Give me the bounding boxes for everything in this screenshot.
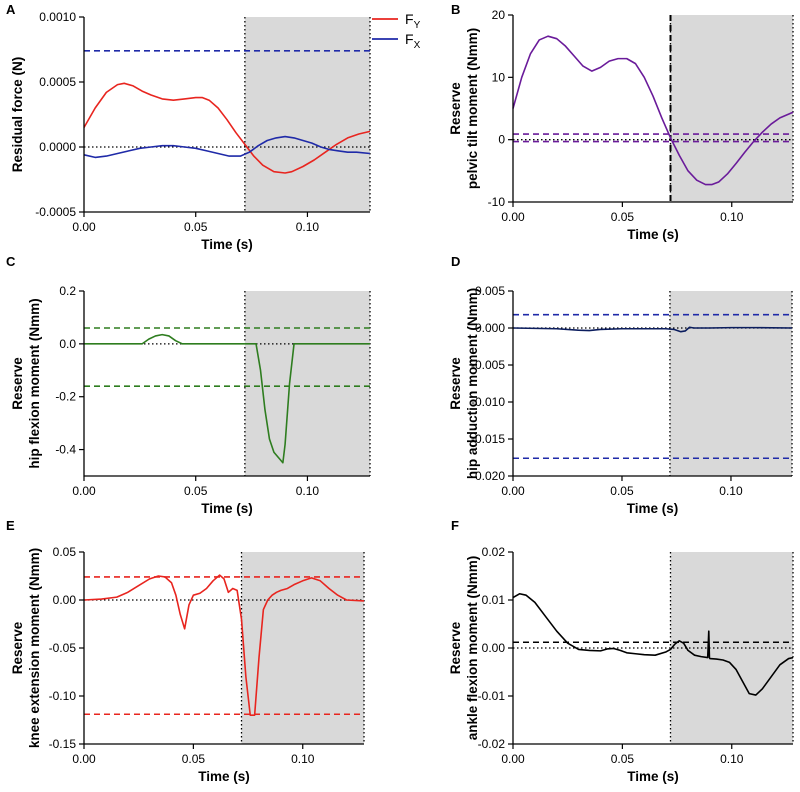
x-tick-label: 0.00 [72, 220, 96, 234]
panel-letter: A [6, 2, 16, 17]
x-axis-label: Time (s) [201, 237, 253, 252]
shaded-region [244, 17, 370, 212]
x-tick-label: 0.00 [501, 484, 525, 498]
x-tick-label: 0.05 [184, 220, 208, 234]
y-tick-label: 0.05 [53, 545, 77, 559]
panel-a: 0.00 0.05 0.10 -0.0005 0.0000 0.0005 0.0010 Tim… [6, 2, 421, 252]
x-tick-label: 0.05 [611, 210, 635, 224]
series-line-knee-extension [83, 574, 365, 717]
x-tick-label: 0.10 [720, 752, 744, 766]
shaded-region [244, 291, 370, 476]
y-tick-label: -0.2 [55, 390, 76, 404]
legend-label-subscript: Y [414, 20, 421, 31]
x-tick-label: 0.00 [72, 484, 96, 498]
panel-f: 0.00 0.05 0.10 -0.02 -0.01 0.00 0.01 0.02 Time (… [448, 518, 794, 784]
y-tick-label: -0.015 [471, 432, 505, 446]
y-tick-label: 0.0010 [39, 10, 76, 24]
shaded-region [670, 552, 793, 744]
x-tick-label: 0.00 [501, 210, 525, 224]
x-tick-label: 0.05 [611, 752, 635, 766]
series-line-hip-adduction [512, 326, 793, 333]
series-line-fx [83, 135, 371, 159]
x-tick-label: 0.05 [184, 484, 208, 498]
panel-letter: D [451, 254, 460, 269]
x-tick-label: 0.10 [296, 220, 320, 234]
x-tick-label: 0.00 [501, 752, 525, 766]
y-axis-label: knee extension moment (Nmm) [27, 548, 42, 748]
y-tick-label: 0.00 [53, 593, 77, 607]
series-line-ankle-flexion [512, 592, 794, 696]
y-axis-label: Reserve [448, 621, 463, 674]
y-tick-label: -0.15 [49, 737, 77, 751]
x-tick-label: 0.10 [719, 484, 743, 498]
legend-label: FY [405, 11, 421, 31]
panel-e: 0.00 0.05 0.10 -0.15 -0.10 -0.05 0.00 0.05 Time … [6, 518, 365, 784]
panel-letter: F [451, 518, 459, 533]
panel-letter: E [6, 518, 15, 533]
y-tick-label: -0.4 [55, 443, 76, 457]
y-tick-label: 0.0 [59, 337, 76, 351]
panel-c: 0.00 0.05 0.10 -0.4 -0.2 0.0 0.2 Time (s) Reserv… [6, 254, 371, 516]
legend-label-main: F [405, 11, 414, 27]
panel-b: 0.00 0.05 0.10 -10 0 10 20 Time (s) Reserve pelvi… [448, 2, 794, 242]
y-tick-label: -0.010 [471, 395, 505, 409]
panel-letter: B [451, 2, 460, 17]
y-tick-label: 0.02 [482, 545, 506, 559]
y-tick-label: 0.000 [475, 321, 505, 335]
y-axis-label: hip flexion moment (Nmm) [27, 298, 42, 468]
y-tick-label: -0.01 [478, 689, 506, 703]
y-tick-label: 0.0005 [39, 75, 76, 89]
y-tick-label: 0.01 [482, 593, 506, 607]
x-axis-label: Time (s) [627, 501, 679, 516]
y-tick-label: -0.005 [471, 358, 505, 372]
y-axis-label: hip adduction moment (Nmm) [465, 288, 480, 479]
y-tick-label: 0.2 [59, 284, 76, 298]
y-tick-label: 20 [492, 8, 506, 22]
y-tick-label: -0.0005 [35, 205, 76, 219]
shaded-region [669, 291, 792, 476]
y-tick-label: 0.0000 [39, 140, 76, 154]
legend-label-main: F [405, 31, 414, 47]
y-tick-label: 0.005 [475, 284, 505, 298]
y-axis-label: ankle flexion moment (Nmm) [465, 556, 480, 741]
y-tick-label: -0.10 [49, 689, 77, 703]
x-tick-label: 0.05 [610, 484, 634, 498]
y-tick-label: -0.02 [478, 737, 506, 751]
y-tick-label: 0.00 [482, 641, 506, 655]
y-axis-label: pelvic tilt moment (Nmm) [465, 28, 480, 189]
y-tick-label: 10 [492, 70, 506, 84]
x-tick-label: 0.10 [291, 752, 315, 766]
series-line-fy [83, 82, 371, 174]
x-tick-label: 0.10 [296, 484, 320, 498]
y-axis-label: Residual force (N) [10, 57, 25, 173]
x-tick-label: 0.00 [72, 752, 96, 766]
legend-label: FX [405, 31, 421, 51]
series-line-pelvic-tilt [512, 35, 794, 186]
panel-d: 0.00 0.05 0.10 -0.020 -0.015 -0.010 -0.005 0.00… [448, 254, 793, 516]
y-tick-label: -0.05 [49, 641, 77, 655]
x-axis-label: Time (s) [201, 501, 253, 516]
x-tick-label: 0.10 [720, 210, 744, 224]
y-tick-label: 0 [498, 133, 505, 147]
shaded-region [670, 15, 793, 202]
panel-letter: C [6, 254, 16, 269]
y-axis-label: Reserve [10, 621, 25, 674]
y-axis-label: Reserve [448, 357, 463, 410]
y-axis-label: Reserve [10, 357, 25, 410]
y-tick-label: -10 [488, 195, 506, 209]
x-axis-label: Time (s) [627, 769, 679, 784]
x-tick-label: 0.05 [182, 752, 206, 766]
y-tick-label: -0.020 [471, 469, 505, 483]
x-axis-label: Time (s) [627, 227, 679, 242]
series-line-hip-flexion [84, 333, 370, 464]
y-axis-label: Reserve [448, 82, 463, 135]
x-axis-label: Time (s) [198, 769, 250, 784]
legend-label-subscript: X [414, 40, 421, 51]
shaded-region [241, 552, 364, 744]
